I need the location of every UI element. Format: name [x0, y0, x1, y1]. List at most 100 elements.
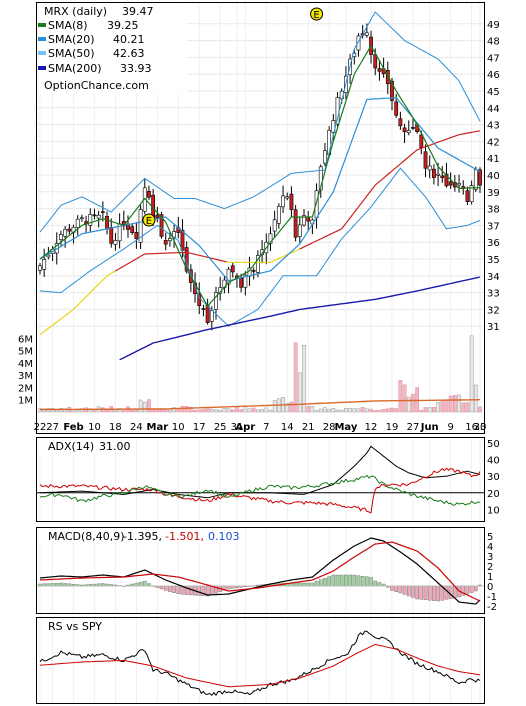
- sma50-segment: [79, 300, 83, 304]
- volume-bar: [331, 408, 336, 413]
- volume-bar: [197, 409, 202, 413]
- volume-bar: [121, 410, 126, 413]
- sma50-segment: [389, 170, 393, 174]
- macd-value: -1.395,: [123, 530, 162, 543]
- candle-body: [109, 227, 114, 244]
- earnings-marker-label: E: [313, 10, 319, 21]
- sma50-segment: [419, 147, 422, 150]
- x-tick-label: Mar: [147, 422, 169, 433]
- price-tick-label: 41: [487, 154, 500, 165]
- volume-bar: [423, 407, 428, 413]
- candle-body: [423, 151, 428, 169]
- macd-histogram-bar: [189, 585, 193, 596]
- macd-tick-label: -1: [487, 592, 497, 603]
- volume-bar: [235, 406, 239, 413]
- sma50-segment: [89, 290, 93, 294]
- sma50-segment: [224, 260, 227, 263]
- candle-body: [289, 193, 294, 210]
- macd-histogram-bar: [406, 585, 411, 597]
- sma50-segment: [303, 245, 307, 248]
- candle-body: [214, 292, 218, 310]
- legend-sma50-value: 42.63: [113, 47, 145, 60]
- volume-bar: [293, 342, 298, 413]
- volume-bar: [226, 408, 231, 413]
- sma50-segment: [41, 331, 45, 334]
- ticker-label: MRX (daily): [44, 5, 107, 18]
- volume-bar: [205, 408, 210, 413]
- sma50-segment: [301, 246, 305, 249]
- sma20-line: [39, 97, 481, 282]
- candle-body: [444, 173, 449, 187]
- sma50-segment: [456, 134, 460, 136]
- sma50-segment: [203, 255, 206, 258]
- candle-body: [230, 265, 235, 273]
- candle-body: [243, 274, 248, 288]
- sma50-segment: [77, 302, 81, 306]
- legend-swatch-sma200: [38, 66, 46, 70]
- x-tick-label: 16: [465, 422, 478, 433]
- sma50-segment: [104, 275, 108, 279]
- macd-series-line: [39, 541, 481, 602]
- candle-body: [147, 190, 151, 198]
- sma50-segment: [402, 159, 405, 163]
- candle-body: [293, 209, 298, 238]
- candle-body: [67, 228, 72, 232]
- sma50-segment: [91, 288, 95, 291]
- volume-bar: [297, 372, 302, 413]
- sma50-segment: [437, 140, 441, 143]
- sma50-segment: [125, 263, 129, 266]
- sma50-segment: [314, 240, 317, 243]
- sma50-segment: [83, 296, 87, 300]
- candle-body: [88, 214, 93, 226]
- volume-bar: [147, 399, 151, 413]
- candle-body: [448, 181, 453, 186]
- sma50-segment: [205, 256, 208, 258]
- macd-histogram-bar: [394, 585, 398, 592]
- price-tick-label: 45: [487, 87, 500, 98]
- sma50-segment: [119, 266, 123, 270]
- x-tick-label: Apr: [235, 422, 255, 433]
- sma50-segment: [383, 175, 387, 179]
- macd-histogram-bar: [331, 574, 336, 587]
- x-tick-label: Feb: [63, 422, 83, 433]
- macd-histogram-bar: [415, 585, 419, 600]
- sma50-segment: [376, 181, 380, 184]
- bollinger-lower-band: [39, 167, 481, 327]
- sma50-segment: [62, 315, 66, 318]
- volume-bar: [130, 409, 135, 413]
- candle-body: [130, 226, 135, 233]
- candle-body: [285, 196, 290, 199]
- sma50-segment: [347, 217, 351, 221]
- candle-body: [105, 215, 109, 230]
- volume-bar: [268, 409, 273, 413]
- last-price: 39.47: [122, 5, 154, 18]
- price-tick-label: 36: [487, 238, 500, 249]
- adx-value: 31.00: [99, 440, 131, 453]
- legend-sma20-label: SMA(20): [48, 33, 95, 46]
- candle-body: [356, 35, 361, 51]
- sma50-segment: [450, 136, 453, 139]
- volume-bar: [218, 409, 223, 413]
- price-tick-label: 35: [487, 255, 500, 266]
- volume-bar: [348, 408, 352, 413]
- volume-bar: [222, 408, 227, 413]
- x-tick-label: 14: [281, 422, 294, 433]
- adx-tick-label: 50: [487, 439, 500, 450]
- sma50-segment: [213, 258, 217, 260]
- volume-bar: [260, 409, 264, 413]
- volume-bar: [172, 407, 176, 413]
- volume-bar: [189, 406, 193, 413]
- price-tick-label: 46: [487, 70, 500, 81]
- candle-body: [394, 101, 399, 116]
- sma50-segment: [98, 281, 102, 285]
- candle-body: [427, 165, 432, 171]
- x-tick-label: 22: [34, 422, 47, 433]
- volume-bar: [42, 408, 47, 413]
- candle-body: [478, 169, 482, 186]
- candle-body: [318, 166, 323, 191]
- volume-bar: [247, 408, 252, 413]
- sma50-segment: [138, 255, 141, 259]
- price-tick-label: 44: [487, 104, 500, 115]
- sma50-segment: [127, 261, 131, 265]
- volume-bar: [323, 407, 327, 413]
